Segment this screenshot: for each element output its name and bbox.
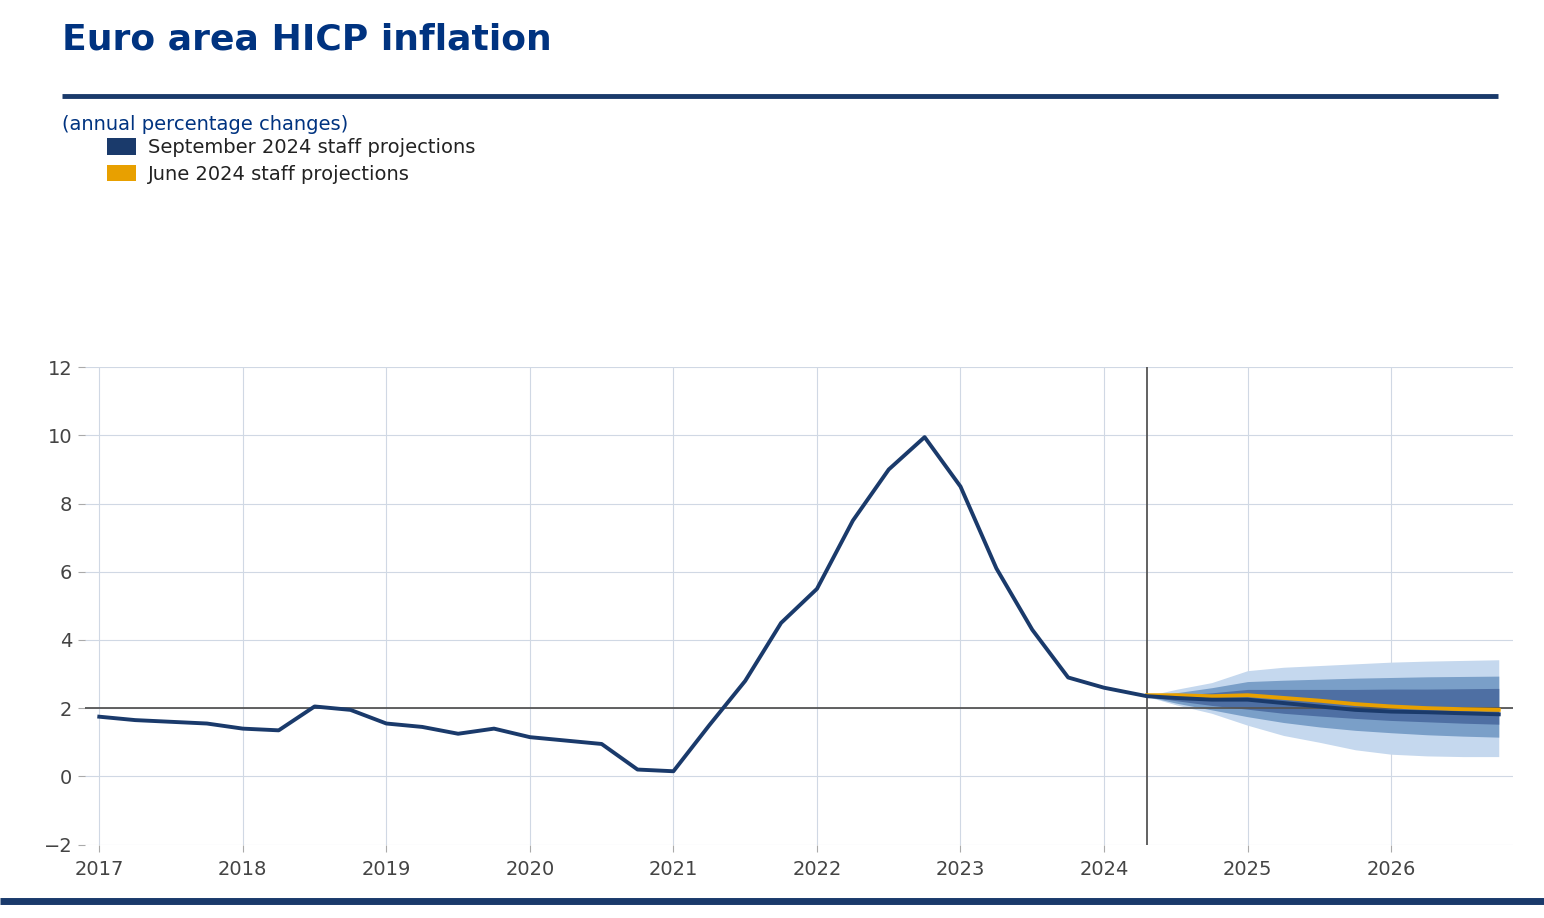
Text: Euro area HICP inflation: Euro area HICP inflation [62, 23, 551, 57]
Text: (annual percentage changes): (annual percentage changes) [62, 115, 347, 134]
Legend: September 2024 staff projections, June 2024 staff projections: September 2024 staff projections, June 2… [107, 139, 476, 184]
